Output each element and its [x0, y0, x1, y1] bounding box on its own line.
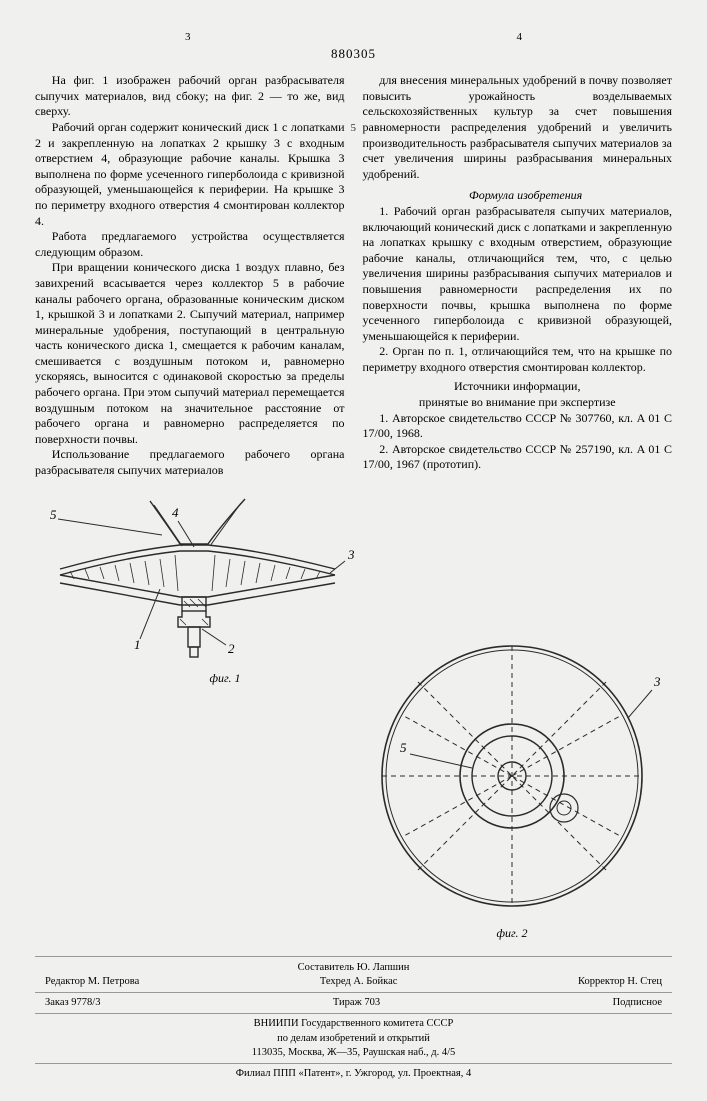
footer-compiler: Составитель Ю. Лапшин: [35, 961, 672, 975]
para: Рабочий орган содержит конический диск 1…: [35, 120, 345, 229]
fig2-label-3: 3: [653, 674, 661, 689]
sources-sub: принятые во внимание при экспертизе: [363, 395, 673, 411]
fig1-caption: фиг. 1: [90, 671, 360, 687]
fig2-label-5: 5: [400, 740, 407, 755]
fig1-label-5: 5: [50, 507, 57, 522]
col-num-right: 4: [517, 30, 523, 44]
line-mark-5: 5: [351, 121, 357, 135]
footer-tech: Техред А. Бойкас: [320, 975, 398, 989]
footer-org1: ВНИИПИ Государственного комитета СССР: [35, 1017, 672, 1031]
footer-order: Заказ 9778/3: [45, 996, 100, 1010]
claim: 1. Рабочий орган разбрасывателя сыпучих …: [363, 204, 673, 344]
col-num-left: 3: [185, 30, 191, 44]
figures-area: 5 4 3 1 2 фиг. 1: [35, 489, 672, 942]
sources-heading: Источники информации,: [363, 379, 673, 395]
source-ref: 1. Авторское свидетельство СССР № 307760…: [363, 411, 673, 442]
source-ref: 2. Авторское свидетельство СССР № 257190…: [363, 442, 673, 473]
fig1-svg: 5 4 3 1 2: [30, 489, 360, 679]
footer-signed: Подписное: [613, 996, 662, 1010]
footer-addr1: 113035, Москва, Ж—35, Раушская наб., д. …: [35, 1046, 672, 1060]
fig1-label-3: 3: [347, 547, 355, 562]
para: для внесения минеральных удобрений в поч…: [363, 73, 673, 182]
fig1-label-4: 4: [172, 505, 179, 520]
figure-1: 5 4 3 1 2 фиг. 1: [30, 489, 360, 687]
para: На фиг. 1 изображен рабочий орган разбра…: [35, 73, 345, 120]
figure-2: 5 3 фиг. 2: [352, 626, 672, 942]
footer-editor: Редактор М. Петрова: [45, 975, 139, 989]
para: Работа предлагаемого устройства осуществ…: [35, 229, 345, 260]
claims-heading: Формула изобретения: [363, 188, 673, 204]
para: Использование предлагаемого рабочего орг…: [35, 447, 345, 478]
fig1-label-2: 2: [228, 641, 235, 656]
footer-corrector: Корректор Н. Стец: [578, 975, 662, 989]
fig2-svg: 5 3: [352, 626, 672, 926]
footer-addr2: Филиал ППП «Патент», г. Ужгород, ул. Про…: [35, 1067, 672, 1081]
footer-copies: Тираж 703: [333, 996, 380, 1010]
claim: 2. Орган по п. 1, отличающийся тем, что …: [363, 344, 673, 375]
page-header: 3 4 880305: [35, 30, 672, 63]
para: При вращении конического диска 1 воздух …: [35, 260, 345, 447]
fig1-label-1: 1: [134, 637, 141, 652]
footer-org2: по делам изобретений и открытий: [35, 1032, 672, 1046]
footer: Составитель Ю. Лапшин Редактор М. Петров…: [35, 956, 672, 1081]
document-number: 880305: [35, 46, 672, 63]
fig2-caption: фиг. 2: [352, 926, 672, 942]
left-column: На фиг. 1 изображен рабочий орган разбра…: [35, 73, 345, 478]
text-columns: На фиг. 1 изображен рабочий орган разбра…: [35, 73, 672, 478]
right-column: 5 для внесения минеральных удобрений в п…: [363, 73, 673, 478]
